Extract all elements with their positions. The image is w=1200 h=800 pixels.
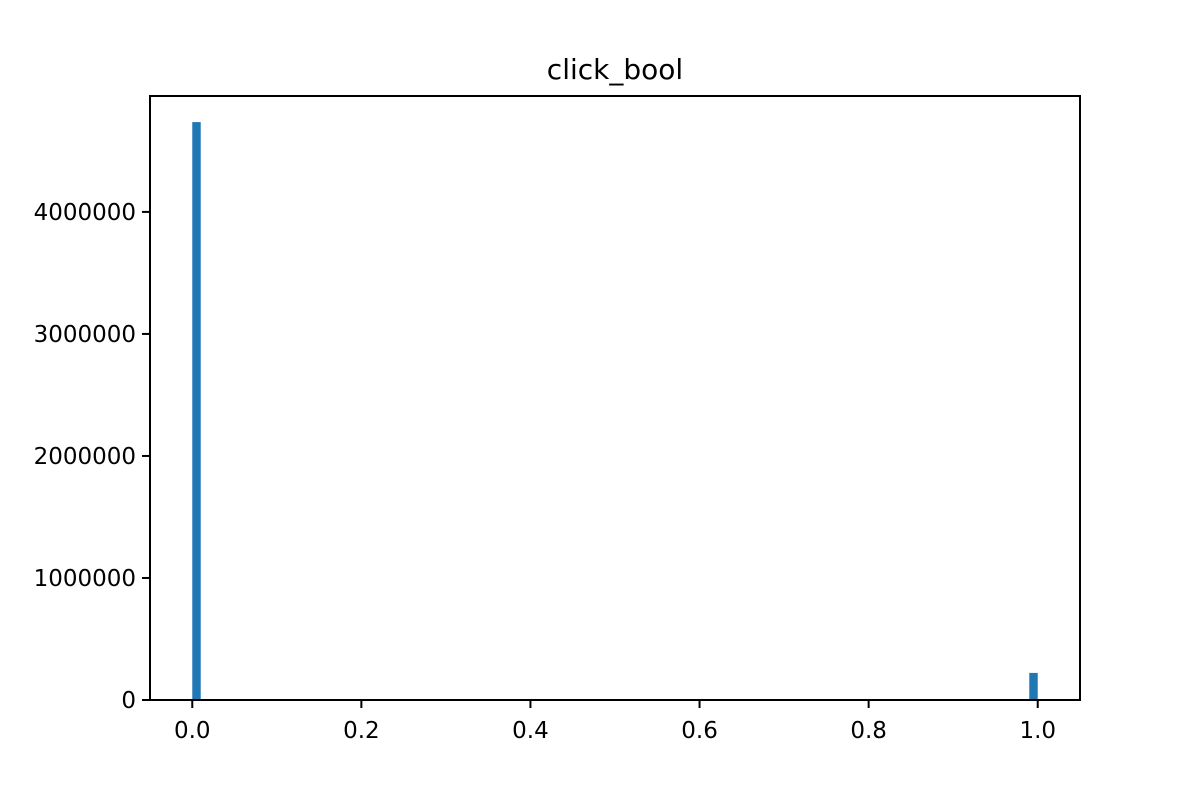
x-tick-label: 0.6 xyxy=(681,718,718,744)
plot-frame xyxy=(149,95,1081,701)
y-tick-label: 3000000 xyxy=(34,322,136,348)
y-axis: 0 1000000 2000000 3000000 4000000 xyxy=(34,200,150,714)
histogram-bar-1 xyxy=(1029,672,1038,700)
y-tick-label: 2000000 xyxy=(34,444,136,470)
chart-title: click_bool xyxy=(547,53,683,86)
x-tick-label: 0.4 xyxy=(512,718,549,744)
x-tick-label: 0.2 xyxy=(343,718,380,744)
y-tick-label: 4000000 xyxy=(34,200,136,226)
x-tick-label: 1.0 xyxy=(1019,718,1056,744)
x-tick-label: 0.0 xyxy=(174,718,211,744)
x-tick-label: 0.8 xyxy=(850,718,887,744)
y-tick-label: 1000000 xyxy=(34,566,136,592)
bars-group xyxy=(192,122,1038,701)
histogram-bar-0 xyxy=(192,122,201,701)
y-tick-label: 0 xyxy=(121,688,136,714)
x-axis: 0.0 0.2 0.4 0.6 0.8 1.0 xyxy=(174,700,1056,744)
